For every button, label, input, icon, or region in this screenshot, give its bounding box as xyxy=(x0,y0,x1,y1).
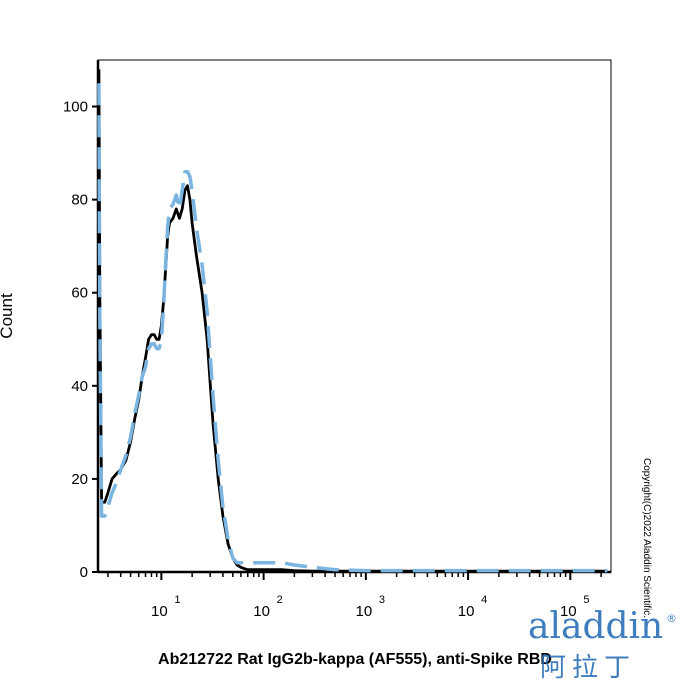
y-tick-label: 60 xyxy=(71,285,88,302)
x-ticks: 10 1 10 2 10 3 10 4 10 5 xyxy=(107,572,602,620)
y-tick-label: 100 xyxy=(63,99,88,116)
logo-wordmark: aladdin xyxy=(528,606,663,647)
x-axis-title: Ab212722 Rat IgG2b-kappa (AF555), anti-S… xyxy=(158,651,552,668)
y-ticks: 0 20 40 60 80 100 xyxy=(63,99,98,581)
aladdin-logo: aladdin ® 阿拉丁 xyxy=(528,606,677,683)
logo-chinese-text: 阿拉丁 xyxy=(540,653,636,683)
series-layer xyxy=(97,69,608,573)
y-axis-title: Count xyxy=(0,293,16,339)
plot-frame xyxy=(97,59,612,573)
x-tick-exponent: 5 xyxy=(583,594,589,606)
x-tick-label: 10 xyxy=(458,603,475,620)
x-tick-label: 10 xyxy=(560,603,577,620)
x-tick-exponent: 2 xyxy=(277,594,283,606)
x-tick-exponent: 4 xyxy=(481,594,487,606)
y-tick-label: 80 xyxy=(71,192,88,209)
y-tick-label: 40 xyxy=(71,378,88,395)
x-tick-label: 10 xyxy=(355,603,372,620)
x-tick-exponent: 1 xyxy=(174,594,180,606)
x-tick-label: 10 xyxy=(151,603,168,620)
logo-registered-mark: ® xyxy=(666,612,677,625)
x-tick-label: 10 xyxy=(253,603,270,620)
y-tick-label: 20 xyxy=(71,471,88,488)
y-tick-label: 0 xyxy=(80,564,88,581)
series-line-1 xyxy=(97,69,608,573)
series-line-2 xyxy=(97,83,608,573)
x-tick-exponent: 3 xyxy=(379,594,385,606)
copyright-text: Copyright(C)2022 Aladdin Scientific. xyxy=(641,458,652,618)
